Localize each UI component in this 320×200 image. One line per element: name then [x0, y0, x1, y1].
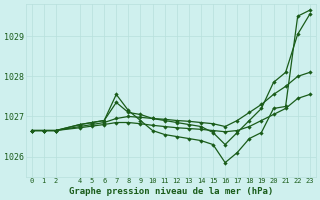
X-axis label: Graphe pression niveau de la mer (hPa): Graphe pression niveau de la mer (hPa): [68, 187, 273, 196]
